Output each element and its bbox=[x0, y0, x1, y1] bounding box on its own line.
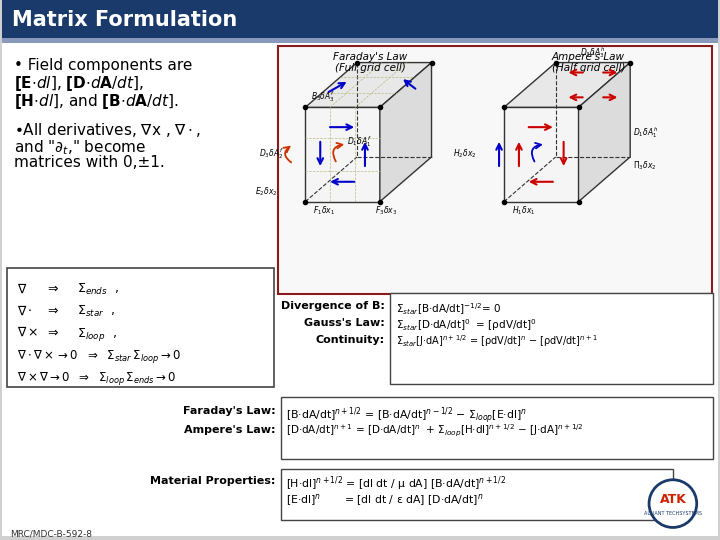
Polygon shape bbox=[380, 63, 431, 201]
Text: $F_3\delta x_3$: $F_3\delta x_3$ bbox=[375, 205, 397, 217]
Bar bbox=[7, 268, 274, 387]
Text: $\Sigma_{loop}$  ,: $\Sigma_{loop}$ , bbox=[77, 326, 117, 343]
Text: $\nabla\times$: $\nabla\times$ bbox=[17, 326, 39, 339]
Text: $\mathbf{[H}$$\cdot$$d\mathit{l}]$, and $\mathbf{[B}$$\cdot$$d\mathbf{A}$$/dt]$.: $\mathbf{[H}$$\cdot$$d\mathit{l}]$, and … bbox=[14, 92, 179, 111]
Text: [D·dA/dt]$^{n+1}$ = [D·dA/dt]$^n$  + $\Sigma_{loop}$[H·dl]$^{n+1/2}$ − [J·dA]$^{: [D·dA/dt]$^{n+1}$ = [D·dA/dt]$^n$ + $\Si… bbox=[286, 423, 583, 440]
Text: $B_3\delta A_3^f$: $B_3\delta A_3^f$ bbox=[311, 90, 336, 104]
Text: $\Rightarrow$: $\Rightarrow$ bbox=[45, 282, 60, 295]
Text: $\Pi_3\delta x_2$: $\Pi_3\delta x_2$ bbox=[633, 160, 657, 172]
Text: $D_1\delta A_1^f$: $D_1\delta A_1^f$ bbox=[347, 134, 372, 149]
Text: MRC/MDC-B-592-8: MRC/MDC-B-592-8 bbox=[10, 529, 92, 538]
Text: and "$\partial_t$," become: and "$\partial_t$," become bbox=[14, 138, 147, 157]
Text: matrices with 0,±1.: matrices with 0,±1. bbox=[14, 155, 165, 170]
Text: • Field components are: • Field components are bbox=[14, 58, 193, 72]
Bar bbox=[277, 46, 711, 294]
Text: Gauss's Law:: Gauss's Law: bbox=[304, 318, 384, 328]
Text: ALLIANT TECHSYSTEMS: ALLIANT TECHSYSTEMS bbox=[644, 511, 702, 516]
Text: $\Rightarrow$: $\Rightarrow$ bbox=[45, 326, 60, 339]
Text: •All derivatives, $\nabla$x , $\nabla\cdot$,: •All derivatives, $\nabla$x , $\nabla\cd… bbox=[14, 121, 202, 139]
Text: $H_2\delta x_2$: $H_2\delta x_2$ bbox=[453, 148, 476, 160]
Text: [E·dl]$^n$       = [dl dt / ε dA] [D·dA/dt]$^n$: [E·dl]$^n$ = [dl dt / ε dA] [D·dA/dt]$^n… bbox=[287, 492, 484, 508]
Text: Divergence of B:: Divergence of B: bbox=[281, 301, 384, 311]
Text: Faraday's Law
(Full grid cell): Faraday's Law (Full grid cell) bbox=[333, 52, 407, 73]
Text: $D_3\delta A_2^f$: $D_3\delta A_2^f$ bbox=[259, 146, 284, 161]
Text: Matrix Formulation: Matrix Formulation bbox=[12, 10, 238, 30]
Text: $H_1\delta x_1$: $H_1\delta x_1$ bbox=[512, 205, 536, 217]
Text: $\nabla\times\nabla\rightarrow 0$  $\Rightarrow$  $\Sigma_{loop}\,\Sigma_{ends}\: $\nabla\times\nabla\rightarrow 0$ $\Righ… bbox=[17, 369, 177, 387]
Text: [B·dA/dt]$^{n+1/2}$ = [B·dA/dt]$^{n-1/2}$ − $\Sigma_{loop}$[E·dl]$^n$: [B·dA/dt]$^{n+1/2}$ = [B·dA/dt]$^{n-1/2}… bbox=[286, 406, 526, 426]
Text: $\nabla$: $\nabla$ bbox=[17, 282, 28, 295]
Text: [H·dl]$^{n+1/2}$ = [dl dt / μ dA] [B·dA/dt]$^{n+1/2}$: [H·dl]$^{n+1/2}$ = [dl dt / μ dA] [B·dA/… bbox=[287, 475, 507, 494]
Bar bbox=[281, 397, 713, 459]
Text: $F_1\delta x_1$: $F_1\delta x_1$ bbox=[313, 205, 336, 217]
Text: $\mathbf{[E}$$\cdot$$d\mathit{l}]$, $\mathbf{[D}$$\cdot$$d\mathbf{A}$$/dt]$,: $\mathbf{[E}$$\cdot$$d\mathit{l}]$, $\ma… bbox=[14, 75, 144, 93]
Text: Faraday's Law:: Faraday's Law: bbox=[183, 406, 276, 416]
Bar bbox=[2, 0, 718, 38]
Text: $\Sigma_{star}$[D·dA/dt]$^0$  = [ρdV/dt]$^0$: $\Sigma_{star}$[D·dA/dt]$^0$ = [ρdV/dt]$… bbox=[396, 317, 536, 333]
Text: $\nabla\cdot\nabla\times\rightarrow 0$  $\Rightarrow$  $\Sigma_{star}\,\Sigma_{l: $\nabla\cdot\nabla\times\rightarrow 0$ $… bbox=[17, 348, 181, 364]
Text: Material Properties:: Material Properties: bbox=[150, 476, 276, 486]
Circle shape bbox=[649, 480, 697, 528]
Text: $\Sigma_{ends}$  ,: $\Sigma_{ends}$ , bbox=[77, 282, 119, 297]
Polygon shape bbox=[305, 107, 380, 201]
Bar bbox=[390, 293, 713, 384]
Text: Ampere's Law
(Half grid cell): Ampere's Law (Half grid cell) bbox=[552, 52, 625, 73]
Text: Ampere's Law:: Ampere's Law: bbox=[184, 425, 276, 435]
Text: ATK: ATK bbox=[660, 493, 686, 506]
Text: Continuity:: Continuity: bbox=[315, 335, 384, 345]
Text: $\nabla\cdot$: $\nabla\cdot$ bbox=[17, 304, 32, 318]
Text: $\Sigma_{star}$[B·dA/dt]$^{-1/2}$= 0: $\Sigma_{star}$[B·dA/dt]$^{-1/2}$= 0 bbox=[396, 301, 501, 316]
Text: $D_1\delta A_1^h$: $D_1\delta A_1^h$ bbox=[633, 125, 658, 139]
Text: $\Rightarrow$: $\Rightarrow$ bbox=[45, 304, 60, 317]
Bar bbox=[2, 38, 718, 43]
Polygon shape bbox=[504, 107, 579, 201]
Text: $E_2\delta x_2$: $E_2\delta x_2$ bbox=[255, 185, 277, 198]
Text: $\Sigma_{star}$  ,: $\Sigma_{star}$ , bbox=[77, 304, 115, 319]
Polygon shape bbox=[579, 63, 630, 201]
Polygon shape bbox=[504, 63, 630, 107]
Text: $\Sigma_{star}$[J·dA]$^{n+1/2}$ = [ρdV/dt]$^n$ − [ρdV/dt]$^{n+1}$: $\Sigma_{star}$[J·dA]$^{n+1/2}$ = [ρdV/d… bbox=[396, 333, 598, 348]
Text: $D_3\delta A_3^h$: $D_3\delta A_3^h$ bbox=[580, 45, 605, 59]
Polygon shape bbox=[305, 63, 431, 107]
Bar bbox=[281, 469, 673, 521]
